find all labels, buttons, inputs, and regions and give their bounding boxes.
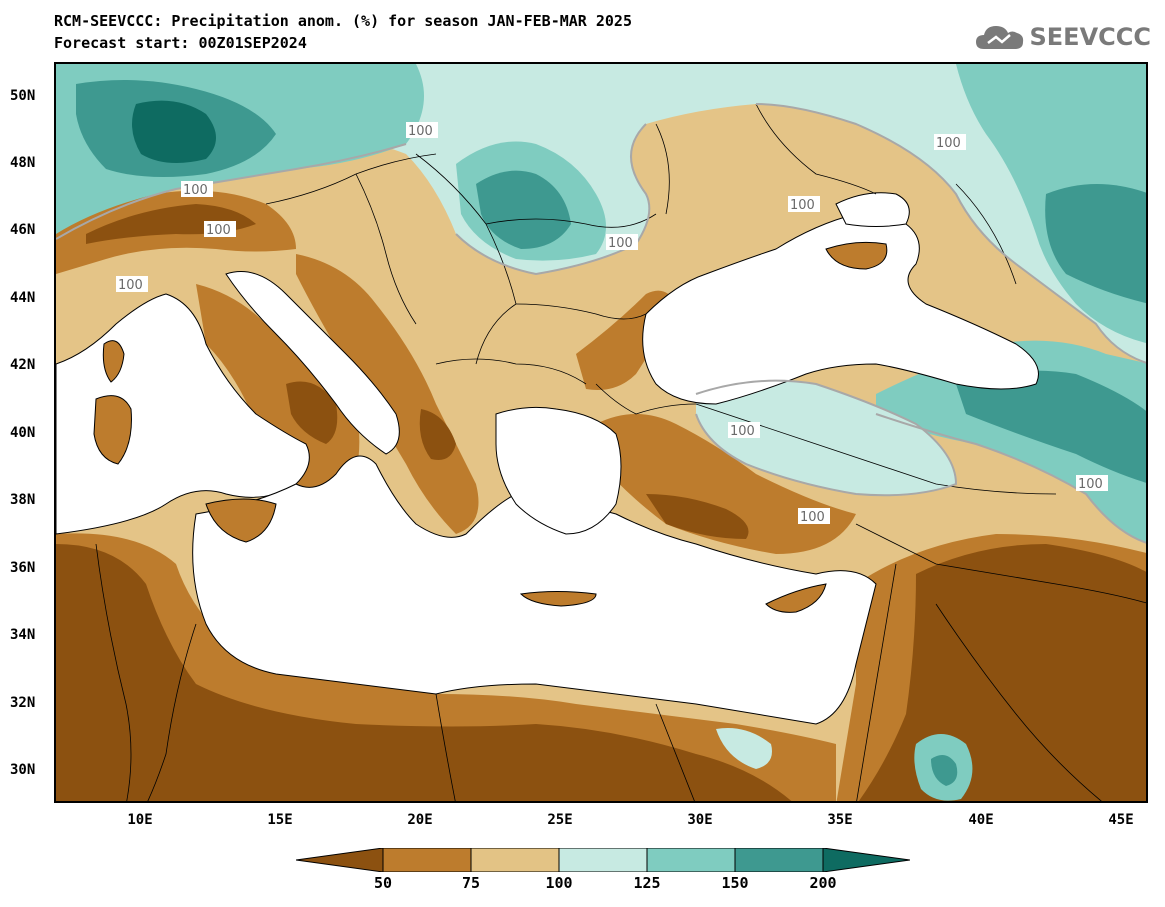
- sea-of-azov: [835, 192, 910, 227]
- crimea: [825, 241, 888, 270]
- lat-label-30n: 30N: [10, 762, 36, 778]
- lat-label-32n: 32N: [10, 695, 36, 711]
- forecast-start: Forecast start: 00Z01SEP2024: [54, 34, 307, 52]
- lon-label-35e: 35E: [827, 812, 853, 828]
- colorbar-segment-125-150: [646, 848, 736, 872]
- field-dark-brown-italy: [286, 381, 338, 444]
- sicily: [205, 498, 277, 543]
- field-light-teal-anatolia: [696, 380, 956, 496]
- colorbar: [296, 848, 910, 872]
- seevccc-logo: SEEVCCC: [974, 20, 1152, 54]
- field-darkest-teal-northwest: [132, 100, 216, 163]
- field-dark-teal-northeast: [1045, 184, 1146, 304]
- colorbar-label-75: 75: [461, 874, 481, 892]
- colorbar-label-200: 200: [809, 874, 837, 892]
- adriatic-sea: [225, 271, 400, 455]
- colorbar-segment-100-125: [558, 848, 648, 872]
- lon-label-20e: 20E: [407, 812, 433, 828]
- cyprus: [765, 583, 827, 613]
- field-dark-teal-east: [956, 370, 1146, 483]
- islands: [93, 241, 888, 613]
- contour-label: 100: [1078, 477, 1103, 492]
- lat-label-50n: 50N: [10, 88, 36, 104]
- lat-label-38n: 38N: [10, 492, 36, 508]
- lat-label-48n: 48N: [10, 155, 36, 171]
- colorbar-label-125: 125: [633, 874, 661, 892]
- contour-label: 100: [408, 124, 433, 139]
- lat-label-40n: 40N: [10, 425, 36, 441]
- contour-labels: 100 100 100 100 100 100 100 100 100 100: [116, 122, 1108, 525]
- lon-label-25e: 25E: [547, 812, 573, 828]
- lon-label-15e: 15E: [267, 812, 293, 828]
- lat-label-44n: 44N: [10, 290, 36, 306]
- field-dark-brown-anatolia: [646, 494, 749, 539]
- corsica: [102, 340, 125, 383]
- lon-label-45e: 45E: [1108, 812, 1134, 828]
- contour-label: 100: [936, 136, 961, 151]
- colorbar-segment-above-200: [822, 848, 910, 872]
- field-dark-brown-greece: [419, 409, 456, 460]
- field-dark-teal-central: [476, 170, 571, 249]
- colorbar-label-50: 50: [373, 874, 393, 892]
- contour-label: 100: [800, 510, 825, 525]
- field-dark-teal-arabia: [931, 755, 958, 786]
- map-canvas: 100 100 100 100 100 100 100 100 100 100: [56, 64, 1146, 801]
- contour-label: 100: [790, 198, 815, 213]
- colorbar-segment-50-75: [382, 848, 472, 872]
- field-light-teal-nile: [716, 728, 772, 769]
- contour-label: 100: [730, 424, 755, 439]
- aegean-sea: [495, 406, 622, 535]
- lat-label-34n: 34N: [10, 627, 36, 643]
- crete: [519, 591, 597, 607]
- black-sea: [642, 212, 1039, 405]
- field-brown-balkans: [296, 254, 479, 534]
- lon-label-10e: 10E: [127, 812, 153, 828]
- field-dark-brown-alps: [86, 204, 256, 244]
- field-brown-italy: [196, 284, 360, 497]
- lat-label-36n: 36N: [10, 560, 36, 576]
- precipitation-anomaly-map: 100 100 100 100 100 100 100 100 100 100: [54, 62, 1148, 803]
- cloud-logo-icon: [975, 26, 1023, 49]
- lat-label-42n: 42N: [10, 357, 36, 373]
- colorbar-label-150: 150: [721, 874, 749, 892]
- contour-100-lines: [56, 103, 1146, 544]
- colorbar-segment-75-100: [470, 848, 560, 872]
- lon-label-40e: 40E: [968, 812, 994, 828]
- logo-text: SEEVCCC: [1029, 23, 1152, 51]
- lat-label-46n: 46N: [10, 222, 36, 238]
- contour-label: 100: [206, 223, 231, 238]
- contour-label: 100: [118, 278, 143, 293]
- lon-label-30e: 30E: [687, 812, 713, 828]
- sardinia: [93, 395, 132, 465]
- map-title: RCM-SEEVCCC: Precipitation anom. (%) for…: [54, 12, 632, 30]
- field-brown-anatolia: [596, 414, 856, 554]
- colorbar-segment-150-200: [734, 848, 824, 872]
- field-dark-brown-africa: [56, 544, 792, 801]
- colorbar-label-100: 100: [545, 874, 573, 892]
- mediterranean-central: [192, 455, 877, 725]
- contour-label: 100: [183, 183, 208, 198]
- contour-label: 100: [608, 236, 633, 251]
- colorbar-segment-below-50: [296, 848, 384, 872]
